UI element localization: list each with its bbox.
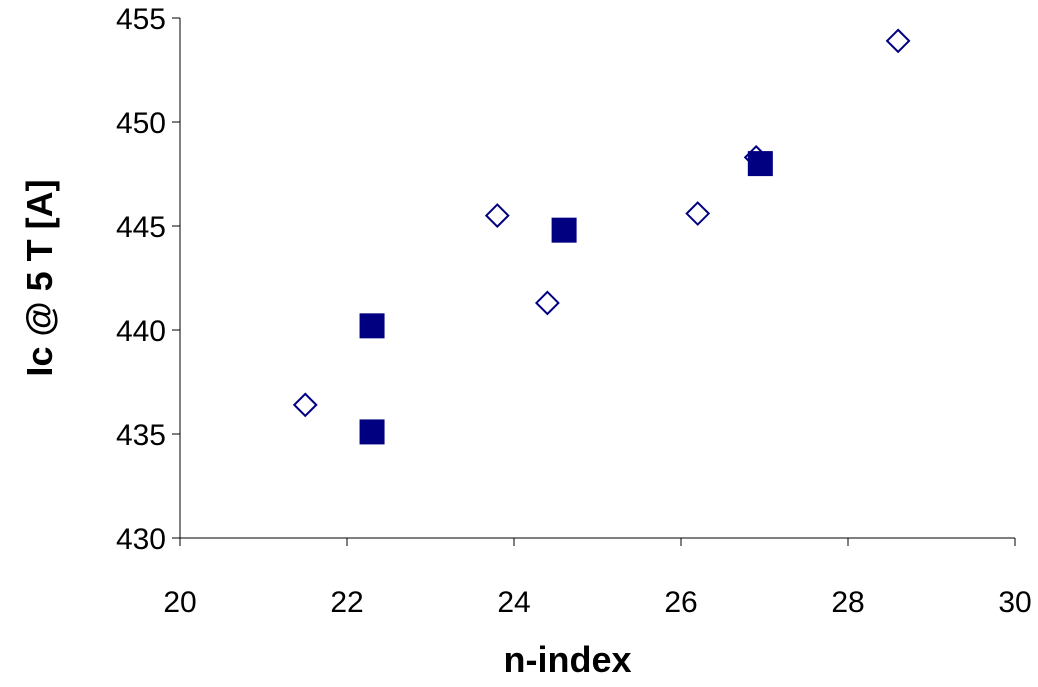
y-tick-label: 440	[116, 315, 166, 348]
diamond-point	[885, 28, 911, 54]
x-tick-label: 22	[330, 586, 363, 619]
diamond-point	[484, 203, 510, 229]
x-tick-label: 20	[163, 586, 196, 619]
axes	[179, 18, 1015, 539]
x-tick-label: 28	[831, 586, 864, 619]
x-tick-label: 24	[497, 586, 530, 619]
square-point	[359, 419, 385, 445]
y-tick-label: 455	[116, 3, 166, 36]
y-tick-label: 435	[116, 419, 166, 452]
x-tick-label: 26	[664, 586, 697, 619]
y-ticks: 430 435 440 445 450 455	[116, 3, 180, 556]
square-point	[747, 151, 773, 177]
y-axis-title: Ic @ 5 T [A]	[19, 179, 60, 376]
diamond-point	[292, 392, 318, 418]
diamond-point	[685, 201, 711, 226]
x-ticks: 20 22 24 26 28 30	[163, 538, 1032, 619]
diamond-point	[534, 290, 560, 316]
y-tick-label: 430	[116, 523, 166, 556]
y-tick-label: 445	[116, 211, 166, 244]
square-point	[551, 217, 577, 243]
square-point	[359, 313, 385, 339]
x-axis-title: n-index	[503, 639, 631, 680]
x-tick-label: 30	[998, 586, 1031, 619]
y-tick-label: 450	[116, 107, 166, 140]
data-points	[292, 28, 911, 445]
